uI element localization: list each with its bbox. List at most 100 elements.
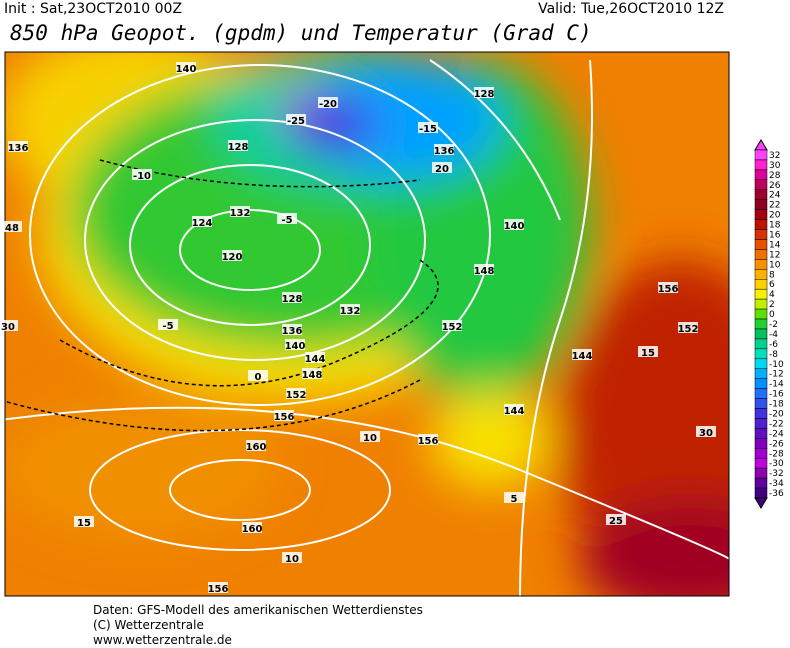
colorbar-label: 18 — [769, 221, 781, 231]
colorbar-label: -2 — [769, 320, 778, 330]
label-bg — [302, 368, 322, 379]
contour-label: 144 — [305, 354, 326, 365]
label-bg — [158, 319, 178, 330]
contour-label: 10 — [363, 433, 377, 444]
isohypses — [5, 59, 729, 596]
colorbar-label: 16 — [769, 231, 781, 241]
colorbar-swatch — [754, 418, 768, 429]
label-bg — [678, 322, 698, 333]
contour-label: 136 — [434, 146, 455, 157]
colorbar-label: 26 — [769, 181, 781, 191]
label-bg — [282, 552, 302, 563]
colorbar-label: 24 — [769, 191, 781, 201]
label-bg — [432, 162, 452, 173]
map — [5, 52, 729, 596]
label-bg — [246, 440, 266, 451]
colorbar-label: 12 — [769, 250, 780, 260]
label-bg — [285, 339, 305, 350]
colorbar-label: -6 — [769, 340, 778, 350]
contour-label: 140 — [285, 341, 306, 352]
label-bg — [474, 87, 494, 98]
contour-label: 132 — [230, 208, 251, 219]
colorbar-arrow — [754, 139, 768, 151]
contour-label: -20 — [319, 99, 337, 110]
colorbar-swatch — [754, 428, 768, 439]
label-bg — [277, 213, 297, 224]
colorbar-swatch — [754, 159, 768, 171]
colorbar-swatch — [754, 358, 768, 369]
label-bg — [132, 169, 152, 180]
label-bg — [658, 282, 678, 293]
colorbar-swatch — [754, 259, 768, 270]
colorbar-label: -30 — [769, 459, 784, 469]
footer-line: Daten: GFS-Modell des amerikanischen Wet… — [93, 603, 423, 617]
colorbar-label: -8 — [769, 350, 778, 360]
label-bg — [286, 388, 306, 399]
colorbar-label: -14 — [769, 380, 784, 390]
contour-label: 10 — [285, 554, 299, 565]
contour-label: 48 — [5, 223, 19, 234]
contour-label: 160 — [242, 524, 263, 535]
label-bg — [504, 492, 524, 503]
contour-label: 30 — [1, 322, 15, 333]
colorbar-swatch — [754, 477, 768, 489]
contour-label: 15 — [641, 348, 655, 359]
colorbar-label: 14 — [769, 240, 781, 250]
colorbar-swatch — [754, 378, 768, 389]
contour-label: 140 — [504, 221, 525, 232]
label-bg — [176, 62, 196, 73]
label-bg — [282, 292, 302, 303]
label-bg — [2, 221, 22, 232]
label-bg — [192, 216, 212, 227]
label-bg — [274, 410, 294, 421]
colorbar-swatch — [754, 269, 768, 280]
colorbar-swatch — [754, 199, 768, 210]
contour-label: 0 — [255, 372, 262, 383]
label-bg — [504, 219, 524, 230]
label-bg — [208, 582, 228, 593]
contour-label: 136 — [8, 143, 29, 154]
colorbar-swatch — [754, 288, 768, 300]
colorbar-swatch — [754, 328, 768, 340]
colorbar-swatch — [754, 249, 768, 260]
contour-label: -25 — [287, 116, 305, 127]
colorbar-swatch — [754, 229, 768, 240]
label-bg — [222, 250, 242, 261]
contour-label: 156 — [418, 436, 439, 447]
label-bg — [230, 206, 250, 217]
colorbar-swatch — [754, 189, 768, 200]
colorbar-swatch — [754, 239, 768, 250]
label-bg — [638, 346, 658, 357]
colorbar-swatch — [754, 149, 768, 161]
colorbar-label: 10 — [769, 260, 781, 270]
contour-label: 152 — [678, 324, 699, 335]
contour-label: 148 — [474, 266, 495, 277]
label-bg — [0, 320, 18, 331]
contour-label: 160 — [246, 442, 267, 453]
colorbar-swatch — [754, 467, 768, 479]
label-bg — [504, 404, 524, 415]
contour-label: 152 — [442, 322, 463, 333]
colorbar-swatch — [754, 388, 768, 399]
label-bg — [360, 431, 380, 442]
colorbar-swatch — [754, 398, 768, 409]
label-bg — [286, 114, 306, 125]
contour-label: 20 — [435, 164, 449, 175]
label-bg — [434, 144, 454, 155]
colorbar-swatch — [754, 318, 768, 330]
colorbar-label: 22 — [769, 201, 780, 211]
contour-label: 152 — [286, 390, 307, 401]
colorbar-swatch — [754, 279, 768, 290]
contour-label: 144 — [504, 406, 525, 417]
contour-label: 148 — [302, 370, 323, 381]
colorbar-swatch — [754, 487, 768, 499]
label-bg — [318, 97, 338, 108]
contour-label: 124 — [192, 218, 213, 229]
contour-label: 5 — [511, 494, 518, 505]
label-bg — [282, 324, 302, 335]
colorbar-label: -32 — [769, 469, 784, 479]
colorbar-swatch — [754, 338, 768, 350]
colorbar-swatch — [754, 219, 768, 230]
label-bg — [606, 514, 626, 525]
